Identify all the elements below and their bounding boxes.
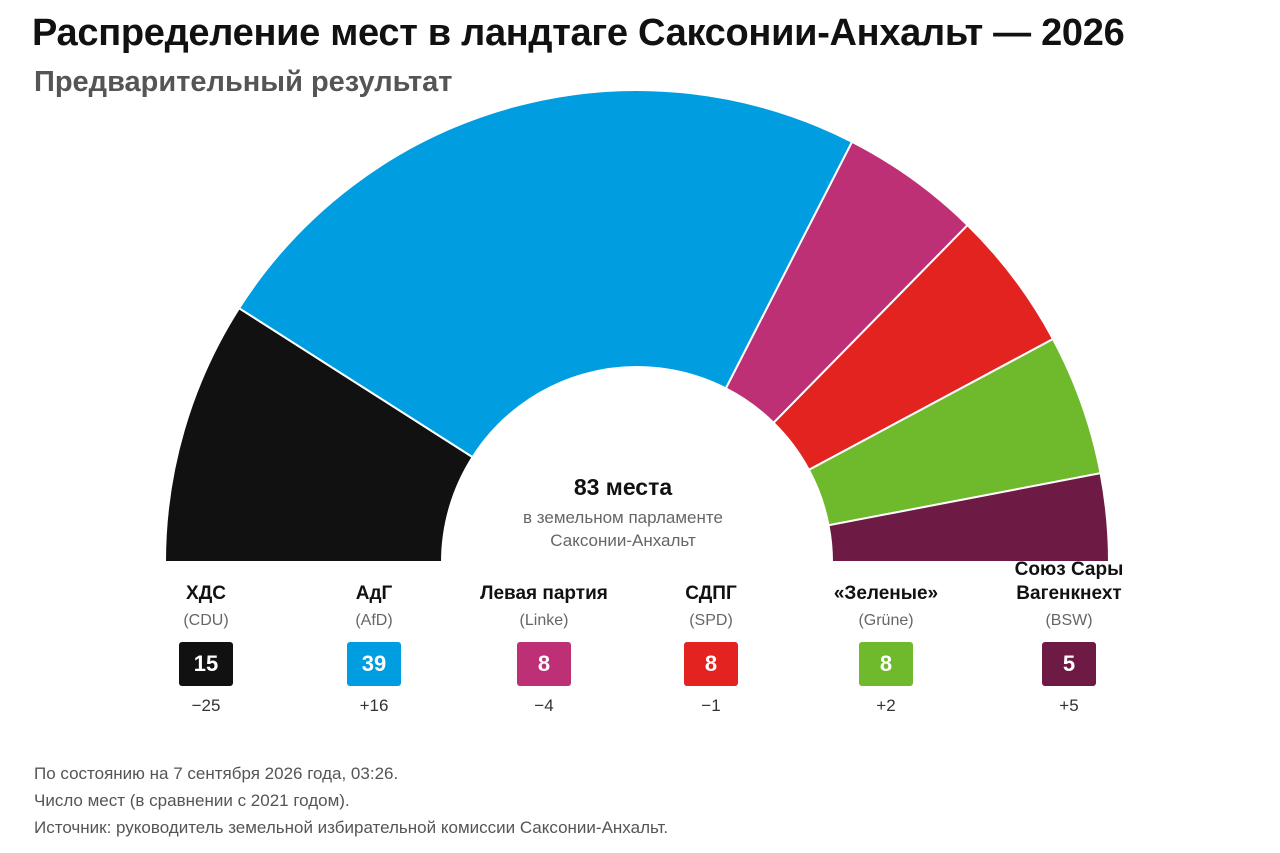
seat-change: −1 xyxy=(701,696,721,715)
party-name: ХДС xyxy=(186,583,226,604)
party-abbr: (CDU) xyxy=(183,612,229,629)
footer-notes: По состоянию на 7 сентября 2026 года, 03… xyxy=(34,760,668,841)
party-name: «Зеленые» xyxy=(833,583,939,604)
seat-segment-1 xyxy=(237,89,854,459)
party-abbr: (Grüne) xyxy=(858,612,914,629)
legend-item-cdu: ХДС (CDU) 15 −25 xyxy=(106,582,306,716)
seat-count-badge: 8 xyxy=(859,642,913,686)
seat-count-badge: 39 xyxy=(347,642,401,686)
party-name: Левая партия xyxy=(480,583,608,604)
center-summary: 83 места в земельном парламенте Саксонии… xyxy=(486,474,760,552)
total-seats-label: 83 места xyxy=(573,474,673,500)
legend-item-bsw: Союз Сары Вагенкнехт (BSW) 5 +5 xyxy=(969,558,1169,716)
party-name: Союз Сары Вагенкнехт xyxy=(1014,559,1124,604)
seat-change: +5 xyxy=(1059,696,1079,715)
party-abbr: (Linke) xyxy=(519,612,569,629)
seat-count-badge: 15 xyxy=(179,642,233,686)
party-abbr: (SPD) xyxy=(689,612,733,629)
chart-title: Распределение мест в ландтаге Саксонии-А… xyxy=(32,12,1125,54)
seat-change: +2 xyxy=(876,696,896,715)
legend-item-spd: СДПГ (SPD) 8 −1 xyxy=(611,582,811,716)
description-line-1: в земельном парламенте xyxy=(523,508,723,527)
seat-count-badge: 8 xyxy=(517,642,571,686)
seat-count-badge: 5 xyxy=(1042,642,1096,686)
seat-distribution-chart xyxy=(163,89,1111,563)
footer-timestamp: По состоянию на 7 сентября 2026 года, 03… xyxy=(34,764,399,783)
seat-change: −4 xyxy=(534,696,554,715)
party-name: АдГ xyxy=(355,583,393,604)
description-line-2: Саксонии-Анхальт xyxy=(550,531,696,550)
legend-item-linke: Левая партия (Linke) 8 −4 xyxy=(444,582,644,716)
footer-source: Источник: руководитель земельной избират… xyxy=(34,818,669,837)
party-legend: ХДС (CDU) 15 −25 АдГ (AfD) 39 +16 Левая … xyxy=(0,559,1280,732)
seat-count-badge: 8 xyxy=(684,642,738,686)
party-name: СДПГ xyxy=(685,583,737,604)
total-seats-description: в земельном парламенте Саксонии-Анхальт xyxy=(486,506,760,552)
chart-subtitle: Предварительный результат xyxy=(34,66,453,98)
footer-note: Число мест (в сравнении с 2021 годом). xyxy=(34,791,350,810)
party-abbr: (BSW) xyxy=(1045,612,1093,629)
seat-segment-5 xyxy=(827,472,1111,563)
party-abbr: (AfD) xyxy=(355,612,393,629)
seat-change: −25 xyxy=(191,696,221,715)
seat-change: +16 xyxy=(359,696,389,715)
seat-segment-0 xyxy=(163,306,474,563)
legend-item-afd: АдГ (AfD) 39 +16 xyxy=(274,582,474,716)
legend-item-grune: «Зеленые» (Grüne) 8 +2 xyxy=(786,582,986,716)
